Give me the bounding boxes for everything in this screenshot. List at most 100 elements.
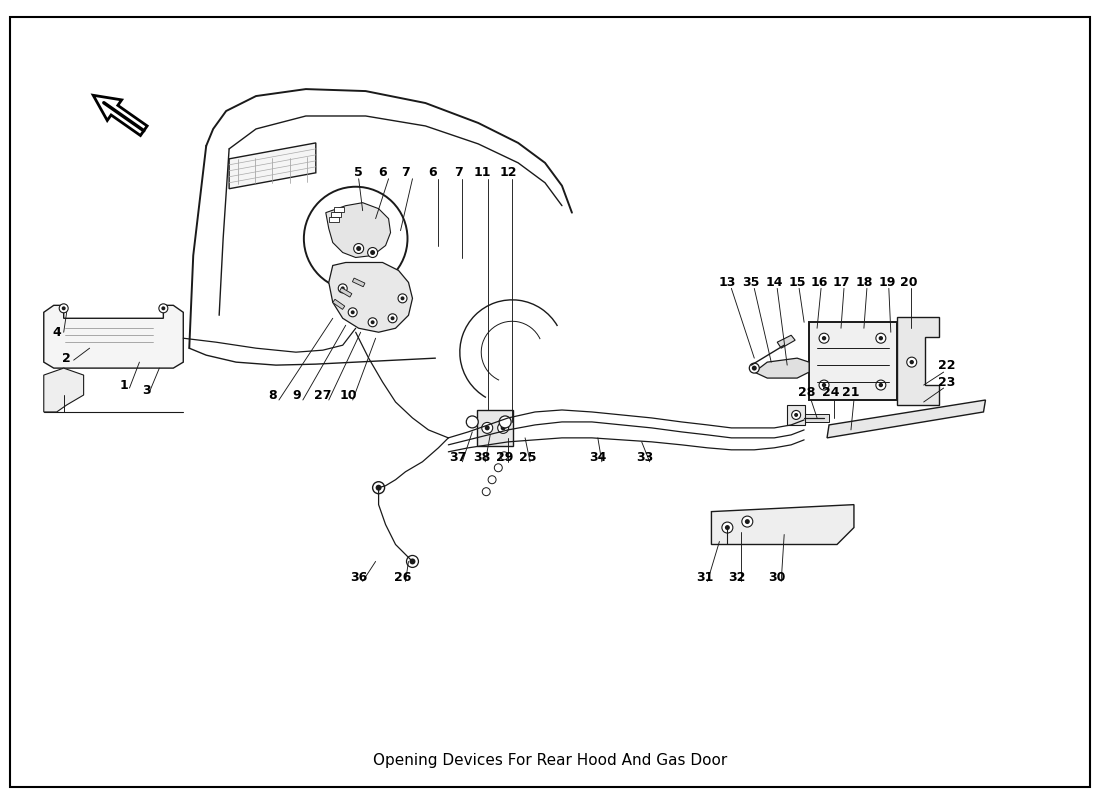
- Circle shape: [354, 243, 364, 254]
- Circle shape: [341, 286, 344, 290]
- Circle shape: [59, 304, 68, 313]
- Text: 13: 13: [718, 276, 736, 289]
- Circle shape: [822, 383, 826, 387]
- Text: 15: 15: [789, 276, 806, 289]
- Circle shape: [409, 558, 416, 565]
- Circle shape: [162, 306, 165, 310]
- Polygon shape: [712, 505, 854, 545]
- Circle shape: [367, 247, 377, 258]
- Text: 32: 32: [728, 571, 746, 584]
- Circle shape: [879, 383, 883, 387]
- Text: 23: 23: [938, 375, 955, 389]
- Circle shape: [356, 246, 361, 251]
- Text: 33: 33: [636, 451, 653, 464]
- Polygon shape: [44, 306, 184, 368]
- Polygon shape: [340, 288, 352, 297]
- Text: 21: 21: [843, 386, 860, 398]
- Circle shape: [745, 519, 750, 524]
- Circle shape: [494, 464, 503, 472]
- Text: 10: 10: [340, 389, 358, 402]
- Text: 37: 37: [450, 451, 468, 464]
- Circle shape: [794, 413, 799, 417]
- Text: Opening Devices For Rear Hood And Gas Door: Opening Devices For Rear Hood And Gas Do…: [373, 754, 727, 768]
- Text: 24: 24: [823, 386, 839, 398]
- Circle shape: [482, 488, 491, 496]
- Circle shape: [375, 485, 382, 490]
- Polygon shape: [326, 202, 390, 258]
- Polygon shape: [778, 335, 795, 348]
- Circle shape: [500, 452, 508, 460]
- Circle shape: [749, 363, 759, 373]
- Text: 31: 31: [696, 571, 713, 584]
- Polygon shape: [755, 358, 810, 378]
- Circle shape: [741, 516, 752, 527]
- Text: 34: 34: [590, 451, 606, 464]
- Circle shape: [398, 294, 407, 303]
- Circle shape: [820, 334, 829, 343]
- Text: 27: 27: [314, 389, 331, 402]
- Circle shape: [499, 416, 512, 428]
- Circle shape: [466, 416, 478, 428]
- Circle shape: [370, 250, 375, 255]
- Polygon shape: [810, 322, 896, 400]
- Text: 38: 38: [474, 451, 491, 464]
- Bar: [57, 320, 162, 352]
- Circle shape: [62, 306, 66, 310]
- Circle shape: [349, 308, 358, 317]
- Circle shape: [751, 366, 757, 370]
- Circle shape: [390, 316, 395, 320]
- Text: 7: 7: [402, 166, 410, 179]
- Polygon shape: [94, 95, 147, 135]
- Circle shape: [722, 522, 733, 533]
- Text: 19: 19: [878, 276, 895, 289]
- Text: 25: 25: [519, 451, 537, 464]
- Circle shape: [400, 296, 405, 300]
- Text: 20: 20: [900, 276, 917, 289]
- Circle shape: [407, 555, 418, 567]
- Circle shape: [485, 426, 490, 430]
- Bar: [329, 218, 339, 222]
- Circle shape: [876, 334, 886, 343]
- Text: 1: 1: [119, 378, 128, 391]
- Bar: [331, 212, 341, 217]
- Bar: [477, 410, 513, 446]
- Polygon shape: [44, 368, 84, 412]
- Text: 12: 12: [499, 166, 517, 179]
- Polygon shape: [352, 278, 365, 286]
- Text: 8: 8: [268, 389, 277, 402]
- Text: 5: 5: [354, 166, 363, 179]
- Text: 16: 16: [811, 276, 828, 289]
- Polygon shape: [329, 262, 412, 332]
- Circle shape: [792, 410, 801, 419]
- Text: 35: 35: [742, 276, 760, 289]
- Circle shape: [373, 482, 385, 494]
- Circle shape: [338, 284, 348, 293]
- Text: 29: 29: [496, 451, 514, 464]
- Circle shape: [368, 318, 377, 326]
- Circle shape: [158, 304, 168, 313]
- Text: 6: 6: [378, 166, 387, 179]
- Text: 9: 9: [293, 389, 301, 402]
- Circle shape: [879, 336, 883, 341]
- Text: 30: 30: [769, 571, 785, 584]
- Circle shape: [910, 360, 914, 364]
- Circle shape: [351, 310, 354, 314]
- Text: 36: 36: [350, 571, 367, 584]
- Text: 18: 18: [855, 276, 872, 289]
- Polygon shape: [229, 143, 316, 189]
- Polygon shape: [332, 299, 344, 310]
- Text: 14: 14: [766, 276, 783, 289]
- Text: 28: 28: [799, 386, 816, 398]
- Circle shape: [371, 320, 375, 324]
- Polygon shape: [896, 318, 938, 405]
- Circle shape: [388, 314, 397, 322]
- Text: 7: 7: [454, 166, 463, 179]
- Text: 2: 2: [63, 352, 72, 365]
- Bar: [62, 324, 156, 348]
- Circle shape: [822, 336, 826, 341]
- Text: 11: 11: [473, 166, 491, 179]
- Text: 17: 17: [833, 276, 849, 289]
- Bar: [788, 405, 805, 425]
- Polygon shape: [827, 400, 986, 438]
- Circle shape: [906, 357, 916, 367]
